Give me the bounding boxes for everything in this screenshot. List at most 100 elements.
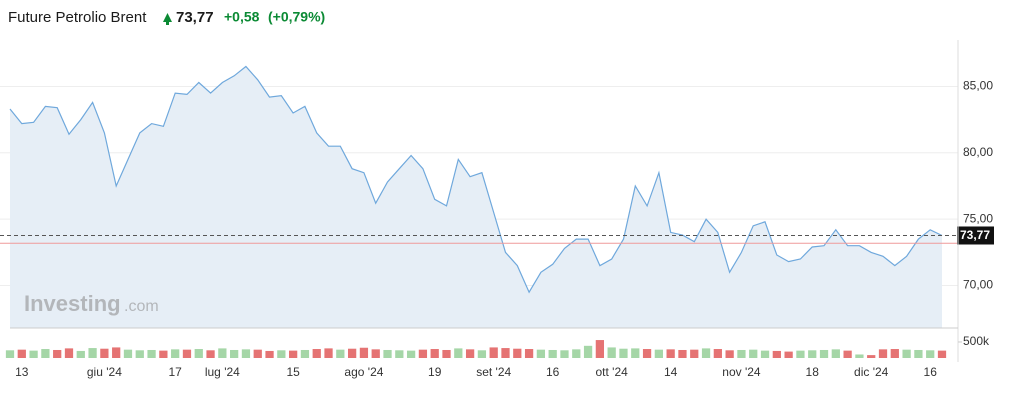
volume-bar [206, 350, 215, 358]
volume-bar [501, 348, 510, 358]
y-tick-label: 70,00 [963, 278, 993, 292]
plot-layer [0, 65, 958, 328]
volume-bar [796, 350, 805, 358]
volume-bar [890, 349, 899, 358]
volume-bar [324, 348, 333, 358]
volume-bar [867, 355, 876, 358]
volume-bar [760, 350, 770, 358]
y-tick-label: 85,00 [963, 79, 993, 93]
volume-bar [595, 340, 605, 358]
volume-bar [359, 347, 369, 358]
volume-bar [123, 349, 133, 358]
watermark: Investing .com [24, 291, 159, 316]
volume-tick-label: 500k [963, 334, 990, 348]
volume-bar [631, 348, 640, 358]
volume-bar [300, 349, 310, 358]
x-tick-label: giu '24 [87, 365, 122, 379]
volume-bar [265, 350, 274, 358]
volume-bar [926, 350, 935, 358]
volume-bar [5, 350, 15, 358]
volume-bar [772, 350, 781, 358]
volume-bar [843, 350, 852, 358]
volume-bar [536, 349, 546, 358]
x-tick-label: 19 [428, 365, 442, 379]
y-tick-label: 75,00 [963, 211, 993, 225]
volume-bar [831, 349, 840, 358]
x-tick-label: lug '24 [205, 365, 240, 379]
volume-bar [17, 349, 26, 358]
volume-bar [666, 349, 675, 358]
x-tick-label: dic '24 [854, 365, 889, 379]
watermark-brand: Investing [24, 291, 121, 316]
watermark-suffix: .com [124, 298, 159, 315]
volume-bar [277, 350, 286, 358]
volume-bar [878, 349, 888, 358]
x-tick-label: ago '24 [344, 365, 383, 379]
volume-bar [654, 349, 663, 358]
volume-bar [241, 349, 251, 358]
volume-bar [147, 349, 156, 358]
volume-bar [713, 349, 722, 358]
volume-bar [29, 350, 38, 358]
x-tick-label: 16 [546, 365, 560, 379]
volume-bar [336, 349, 345, 358]
volume-bar [749, 349, 758, 358]
y-tick-label: 80,00 [963, 145, 993, 159]
x-tick-label: ott '24 [596, 365, 629, 379]
volume-bar [194, 349, 203, 358]
x-tick-label: 17 [168, 365, 182, 379]
up-arrow-icon [163, 13, 172, 25]
volume-bar [524, 349, 534, 358]
volume-bar [418, 349, 428, 358]
volume-bar [406, 350, 416, 358]
x-tick-label: nov '24 [722, 365, 761, 379]
volume-bar [289, 350, 298, 358]
volume-bar [347, 348, 357, 358]
volume-bar [100, 348, 109, 358]
volume-bar [737, 349, 746, 358]
chart-title: Future Petrolio Brent [8, 9, 147, 26]
volume-bar [53, 349, 62, 358]
volume-bar [690, 349, 699, 358]
volume-bar [253, 349, 262, 358]
volume-bar [819, 349, 829, 358]
volume-bar [159, 350, 168, 358]
volume-bar [41, 349, 50, 358]
price-change: +0,58 [224, 9, 260, 25]
x-tick-label: 13 [15, 365, 29, 379]
volume-bar [182, 349, 192, 358]
volume-bar [442, 349, 451, 358]
volume-bar [112, 347, 121, 358]
last-price: 73,77 [176, 9, 214, 26]
last-price-box [957, 226, 994, 245]
volume-bar [855, 354, 864, 358]
volume-bar [583, 345, 593, 358]
x-tick-label: set '24 [476, 365, 511, 379]
volume-bar [784, 351, 793, 358]
volume-bar [572, 349, 581, 358]
last-price-label: 73,77 [960, 228, 990, 242]
volume-bar [218, 348, 227, 358]
volume-bar [430, 349, 439, 358]
x-tick-label: 14 [664, 365, 678, 379]
volume-bar [914, 349, 923, 358]
volume-bar [902, 349, 911, 358]
volume-bar [678, 349, 687, 358]
volume-bar [64, 348, 74, 358]
volume-bar [937, 350, 947, 358]
volume-bar [701, 348, 711, 358]
volume-bar [477, 350, 487, 358]
volume-bar [642, 349, 652, 358]
volume-bar [135, 350, 144, 358]
price-change-pct: (+0,79%) [268, 9, 325, 25]
volume-bar [489, 347, 498, 358]
volume-bar [725, 350, 734, 358]
volume-bar [808, 350, 817, 358]
x-tick-label: 18 [806, 365, 820, 379]
x-tick-label: 15 [286, 365, 300, 379]
volume-bar [513, 348, 522, 358]
volume-bar [76, 350, 85, 358]
volume-bar [560, 350, 569, 358]
volume-bar [465, 349, 475, 358]
